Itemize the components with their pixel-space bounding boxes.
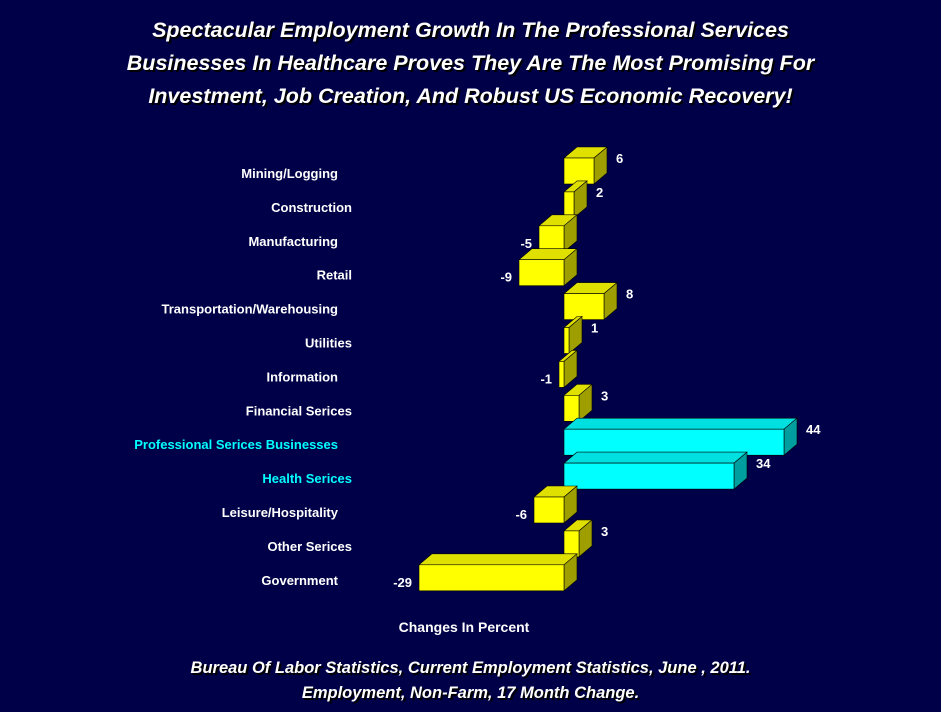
- category-label: Professional Serices Businesses: [134, 437, 338, 452]
- bar: [563, 394, 580, 422]
- bar-group: [538, 214, 578, 253]
- category-label: Utilities: [305, 336, 352, 351]
- bar: [563, 530, 580, 558]
- bar: [563, 428, 785, 456]
- data-label: -9: [500, 270, 512, 285]
- bar-group: [518, 248, 578, 287]
- data-label: 2: [596, 185, 603, 200]
- bar-group: [563, 180, 588, 219]
- category-label: Information: [267, 369, 339, 384]
- data-label: 3: [601, 524, 608, 539]
- category-label: Financial Serices: [246, 403, 352, 418]
- category-label: Manufacturing: [248, 234, 338, 249]
- bar-group: [563, 146, 608, 185]
- source-line-1: Bureau Of Labor Statistics, Current Empl…: [190, 659, 751, 677]
- bar: [563, 293, 605, 320]
- bar: [518, 259, 565, 287]
- bar: [418, 564, 565, 592]
- data-label: 34: [756, 456, 771, 471]
- bar-group: [563, 281, 618, 321]
- data-label: 6: [616, 151, 623, 166]
- bar-group: [563, 315, 583, 355]
- bar: [563, 191, 575, 219]
- bar-top-face: [418, 553, 578, 566]
- bar-group: [563, 417, 798, 456]
- bar-top-face: [563, 417, 798, 430]
- bar: [563, 157, 595, 185]
- source-note: Bureau Of Labor Statistics, Current Empl…: [0, 656, 941, 706]
- bar-group: [533, 485, 578, 524]
- data-label: -5: [520, 236, 532, 251]
- bar-group: [563, 383, 593, 422]
- bar-group: [563, 451, 748, 490]
- category-label: Transportation/Warehousing: [162, 302, 339, 317]
- bar-group: [418, 553, 578, 592]
- chart-title-line-3: Investment, Job Creation, And Robust US …: [148, 84, 793, 108]
- chart-title-line-2: Businesses In Healthcare Proves They Are…: [126, 51, 815, 75]
- category-label: Health Serices: [262, 471, 352, 486]
- category-label: Mining/Logging: [241, 166, 338, 181]
- bar: [533, 496, 565, 524]
- category-label: Leisure/Hospitality: [222, 505, 339, 520]
- data-label: 44: [806, 422, 821, 437]
- data-label: -6: [515, 507, 527, 522]
- category-label: Retail: [317, 268, 352, 283]
- category-label: Government: [261, 573, 338, 588]
- bar: [563, 462, 735, 490]
- data-label: -1: [540, 371, 552, 386]
- category-label: Other Serices: [267, 539, 352, 554]
- data-label: -29: [393, 575, 412, 590]
- category-label: Construction: [271, 200, 352, 215]
- data-label: 1: [591, 321, 598, 336]
- chart-title-line-1: Spectacular Employment Growth In The Pro…: [152, 18, 789, 42]
- x-axis-label: Changes In Percent: [398, 619, 530, 635]
- source-line-2: Employment, Non-Farm, 17 Month Change.: [301, 684, 640, 702]
- bar: [563, 327, 570, 354]
- chart-title: Spectacular Employment Growth In The Pro…: [0, 14, 941, 113]
- bar-top-face: [563, 451, 748, 464]
- bar: [538, 225, 565, 253]
- data-label: 8: [626, 287, 633, 302]
- bar: [558, 361, 565, 388]
- data-label: 3: [601, 388, 608, 403]
- bar-group: [558, 349, 578, 389]
- bar-group: [563, 519, 593, 558]
